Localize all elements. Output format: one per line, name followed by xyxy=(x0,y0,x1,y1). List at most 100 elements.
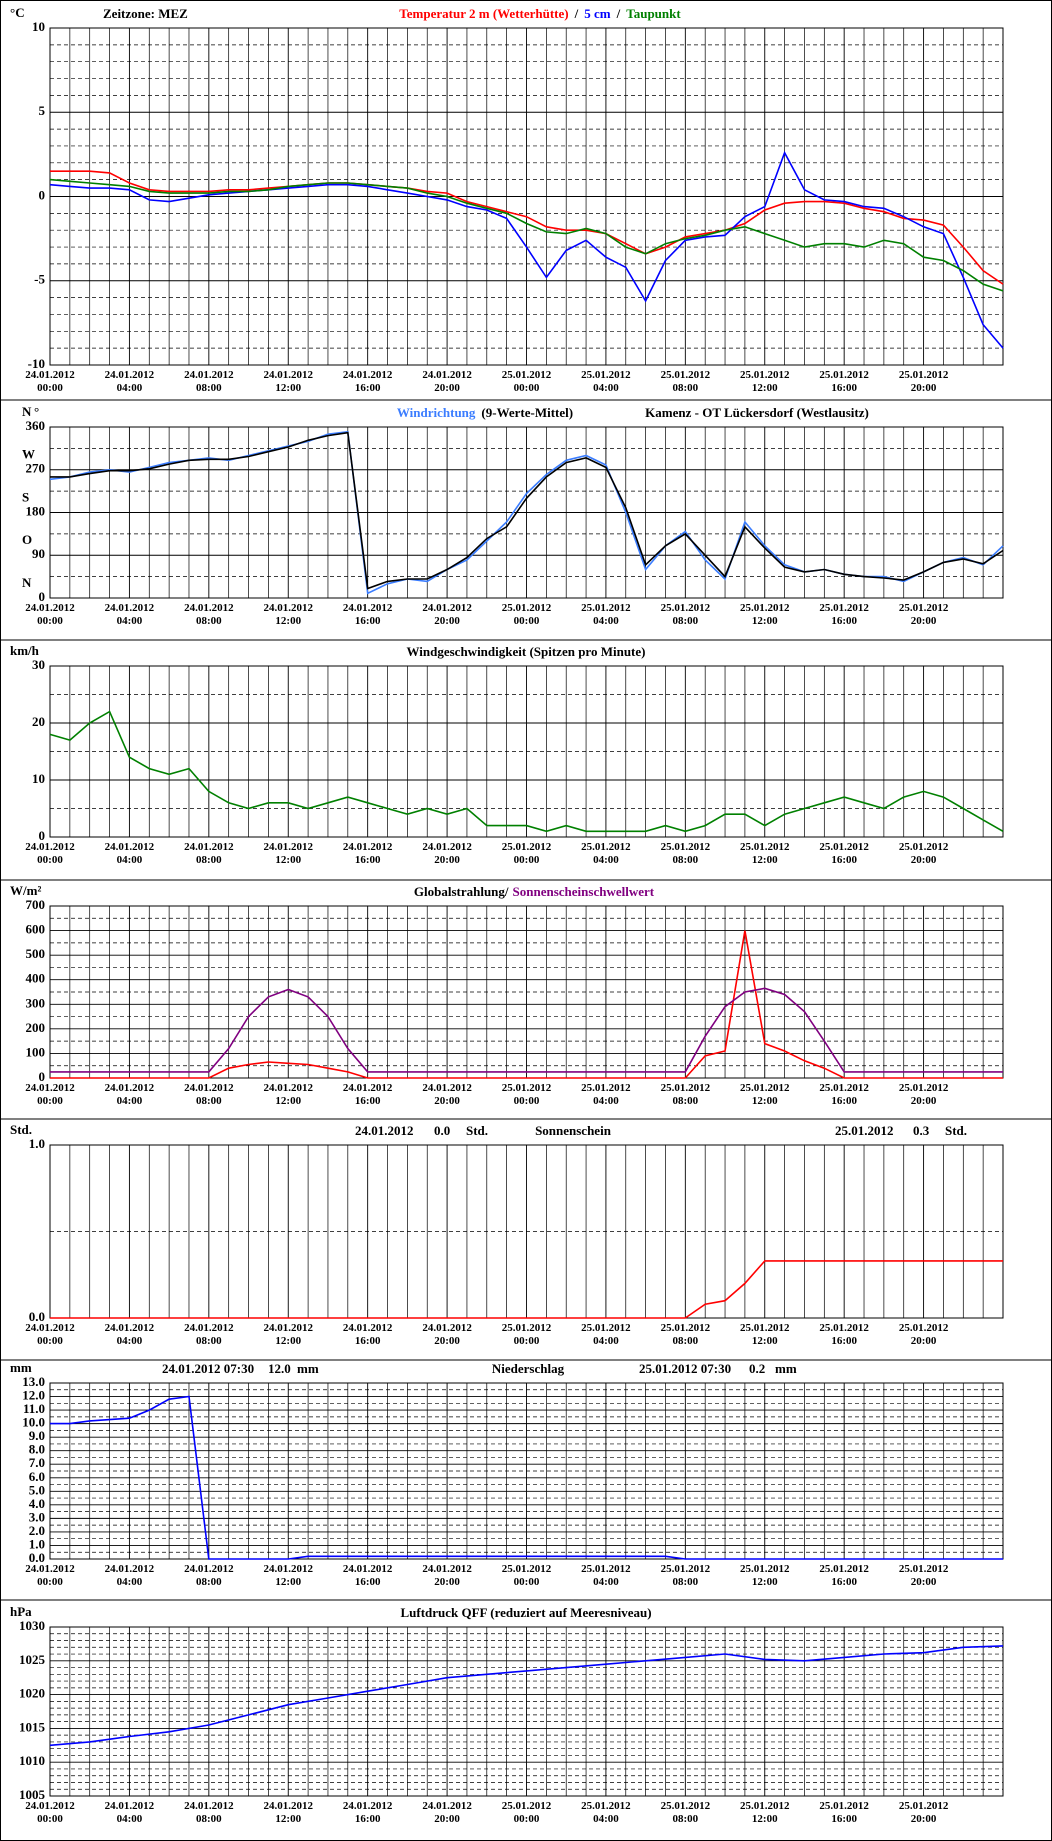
annotation: 24.01.2012 07:30 xyxy=(162,1361,254,1376)
data-line xyxy=(49,178,1004,292)
x-tick-label: 24.01.2012 04:00 xyxy=(104,1082,155,1107)
x-tick-label: 25.01.2012 08:00 xyxy=(660,841,711,866)
x-tick-label: 24.01.2012 00:00 xyxy=(25,602,75,627)
annotation: 0.3 xyxy=(913,1123,930,1138)
y-tick-label: 11.0 xyxy=(23,1401,45,1416)
x-tick-label: 24.01.2012 04:00 xyxy=(104,369,155,394)
y-unit: °C xyxy=(10,5,25,20)
subtitle: Kamenz - OT Lückersdorf (Westlausitz) xyxy=(645,405,869,420)
annotation: 0.0 xyxy=(434,1123,450,1138)
x-tick-label: 25.01.2012 16:00 xyxy=(819,1800,869,1825)
x-tick-label: 25.01.2012 20:00 xyxy=(898,1800,949,1825)
y-tick-label: 180 xyxy=(26,503,46,518)
x-tick-label: 24.01.2012 08:00 xyxy=(184,841,234,866)
y-tick-label: 8.0 xyxy=(29,1442,45,1457)
annotation: Std. xyxy=(945,1123,967,1138)
x-tick-label: 24.01.2012 04:00 xyxy=(104,841,155,866)
y-tick-label: 400 xyxy=(26,971,46,986)
compass-label: O xyxy=(22,532,32,547)
x-tick-label: 25.01.2012 16:00 xyxy=(819,1322,869,1347)
y-unit: ° xyxy=(34,404,39,419)
x-tick-label: 24.01.2012 08:00 xyxy=(184,602,234,627)
title-text: Globalstrahlung/ xyxy=(414,884,509,899)
x-tick-label: 24.01.2012 16:00 xyxy=(342,1563,393,1588)
annotation: 24.01.2012 xyxy=(355,1123,414,1138)
legend-entry: Taupunkt xyxy=(626,6,681,21)
y-tick-label: -10 xyxy=(28,356,45,371)
y-tick-label: 3.0 xyxy=(29,1509,45,1524)
x-tick-label: 25.01.2012 08:00 xyxy=(660,1563,711,1588)
x-tick-label: 24.01.2012 08:00 xyxy=(184,369,234,394)
x-tick-label: 25.01.2012 16:00 xyxy=(819,369,869,394)
chart-title: Niederschlag xyxy=(492,1361,565,1376)
x-tick-label: 25.01.2012 16:00 xyxy=(819,1082,869,1107)
data-line xyxy=(49,150,1004,349)
x-tick-label: 24.01.2012 00:00 xyxy=(25,841,75,866)
x-tick-label: 24.01.2012 08:00 xyxy=(184,1082,234,1107)
y-tick-label: 1015 xyxy=(19,1719,46,1734)
y-tick-label: 5.0 xyxy=(29,1482,45,1497)
y-tick-label: 7.0 xyxy=(29,1455,45,1470)
x-tick-label: 24.01.2012 12:00 xyxy=(263,1322,314,1347)
y-unit: hPa xyxy=(10,1604,32,1619)
compass-label: S xyxy=(22,489,29,504)
x-tick-label: 25.01.2012 12:00 xyxy=(740,841,790,866)
compass-label: N xyxy=(22,575,32,590)
x-tick-label: 24.01.2012 16:00 xyxy=(342,369,393,394)
x-tick-label: 24.01.2012 12:00 xyxy=(263,1800,314,1825)
x-tick-label: 25.01.2012 16:00 xyxy=(819,841,869,866)
chart-title: Luftdruck QFF (reduziert auf Meeresnivea… xyxy=(400,1605,651,1620)
x-tick-label: 25.01.2012 00:00 xyxy=(501,1082,552,1107)
chart-title: Temperatur 2 m (Wetterhütte) / 5 cm / Taupun… xyxy=(399,6,681,21)
x-tick-label: 25.01.2012 04:00 xyxy=(581,1800,631,1825)
data-line xyxy=(50,1395,1003,1560)
y-tick-label: 4.0 xyxy=(29,1496,45,1511)
x-tick-label: 24.01.2012 20:00 xyxy=(422,369,472,394)
y-tick-label: 0 xyxy=(39,828,46,843)
legend-separator: / xyxy=(574,6,579,21)
chart-title: Sonnenschein xyxy=(535,1123,612,1138)
x-tick-label: 25.01.2012 20:00 xyxy=(898,369,949,394)
y-tick-label: 9.0 xyxy=(29,1428,45,1443)
data-line xyxy=(50,987,1003,1073)
data-line xyxy=(50,930,1003,1079)
annotation: 25.01.2012 xyxy=(835,1123,894,1138)
data-line xyxy=(49,710,1004,833)
x-tick-label: 24.01.2012 20:00 xyxy=(422,1322,472,1347)
chart-title: Windrichtung (9-Werte-Mittel) xyxy=(397,405,573,420)
x-tick-label: 24.01.2012 00:00 xyxy=(25,1082,75,1107)
y-tick-label: 10.0 xyxy=(22,1415,45,1430)
y-tick-label: 5 xyxy=(39,103,46,118)
x-tick-label: 24.01.2012 12:00 xyxy=(263,841,314,866)
y-tick-label: 0 xyxy=(39,1069,46,1084)
x-tick-label: 24.01.2012 12:00 xyxy=(263,1563,314,1588)
x-tick-label: 25.01.2012 12:00 xyxy=(740,1322,790,1347)
x-tick-label: 24.01.2012 00:00 xyxy=(25,1322,75,1347)
x-tick-label: 25.01.2012 04:00 xyxy=(581,841,631,866)
compass-label: W xyxy=(22,447,35,462)
x-tick-label: 24.01.2012 12:00 xyxy=(263,1082,314,1107)
x-tick-label: 25.01.2012 00:00 xyxy=(501,841,552,866)
annotation: 0.2 xyxy=(749,1361,765,1376)
x-tick-label: 24.01.2012 16:00 xyxy=(342,602,393,627)
y-tick-label: 600 xyxy=(26,922,46,937)
annotation: 12.0 xyxy=(268,1361,291,1376)
x-tick-label: 24.01.2012 16:00 xyxy=(342,1800,393,1825)
x-tick-label: 25.01.2012 08:00 xyxy=(660,1800,711,1825)
y-tick-label: 13.0 xyxy=(22,1374,45,1389)
y-tick-label: 270 xyxy=(26,461,46,476)
x-tick-label: 24.01.2012 16:00 xyxy=(342,1322,393,1347)
x-tick-label: 24.01.2012 20:00 xyxy=(422,1563,472,1588)
x-tick-label: 25.01.2012 20:00 xyxy=(898,1322,949,1347)
annotation: Zeitzone: MEZ xyxy=(103,6,188,21)
x-tick-label: 25.01.2012 00:00 xyxy=(501,369,552,394)
y-tick-label: 1010 xyxy=(19,1753,45,1768)
legend-entry: Temperatur 2 m (Wetterhütte) xyxy=(399,6,568,21)
compass-label: N xyxy=(22,404,32,419)
x-tick-label: 25.01.2012 12:00 xyxy=(740,1082,790,1107)
x-tick-label: 24.01.2012 16:00 xyxy=(342,1082,393,1107)
x-tick-label: 25.01.2012 20:00 xyxy=(898,1563,949,1588)
legend-entry: (9-Werte-Mittel) xyxy=(481,405,573,420)
